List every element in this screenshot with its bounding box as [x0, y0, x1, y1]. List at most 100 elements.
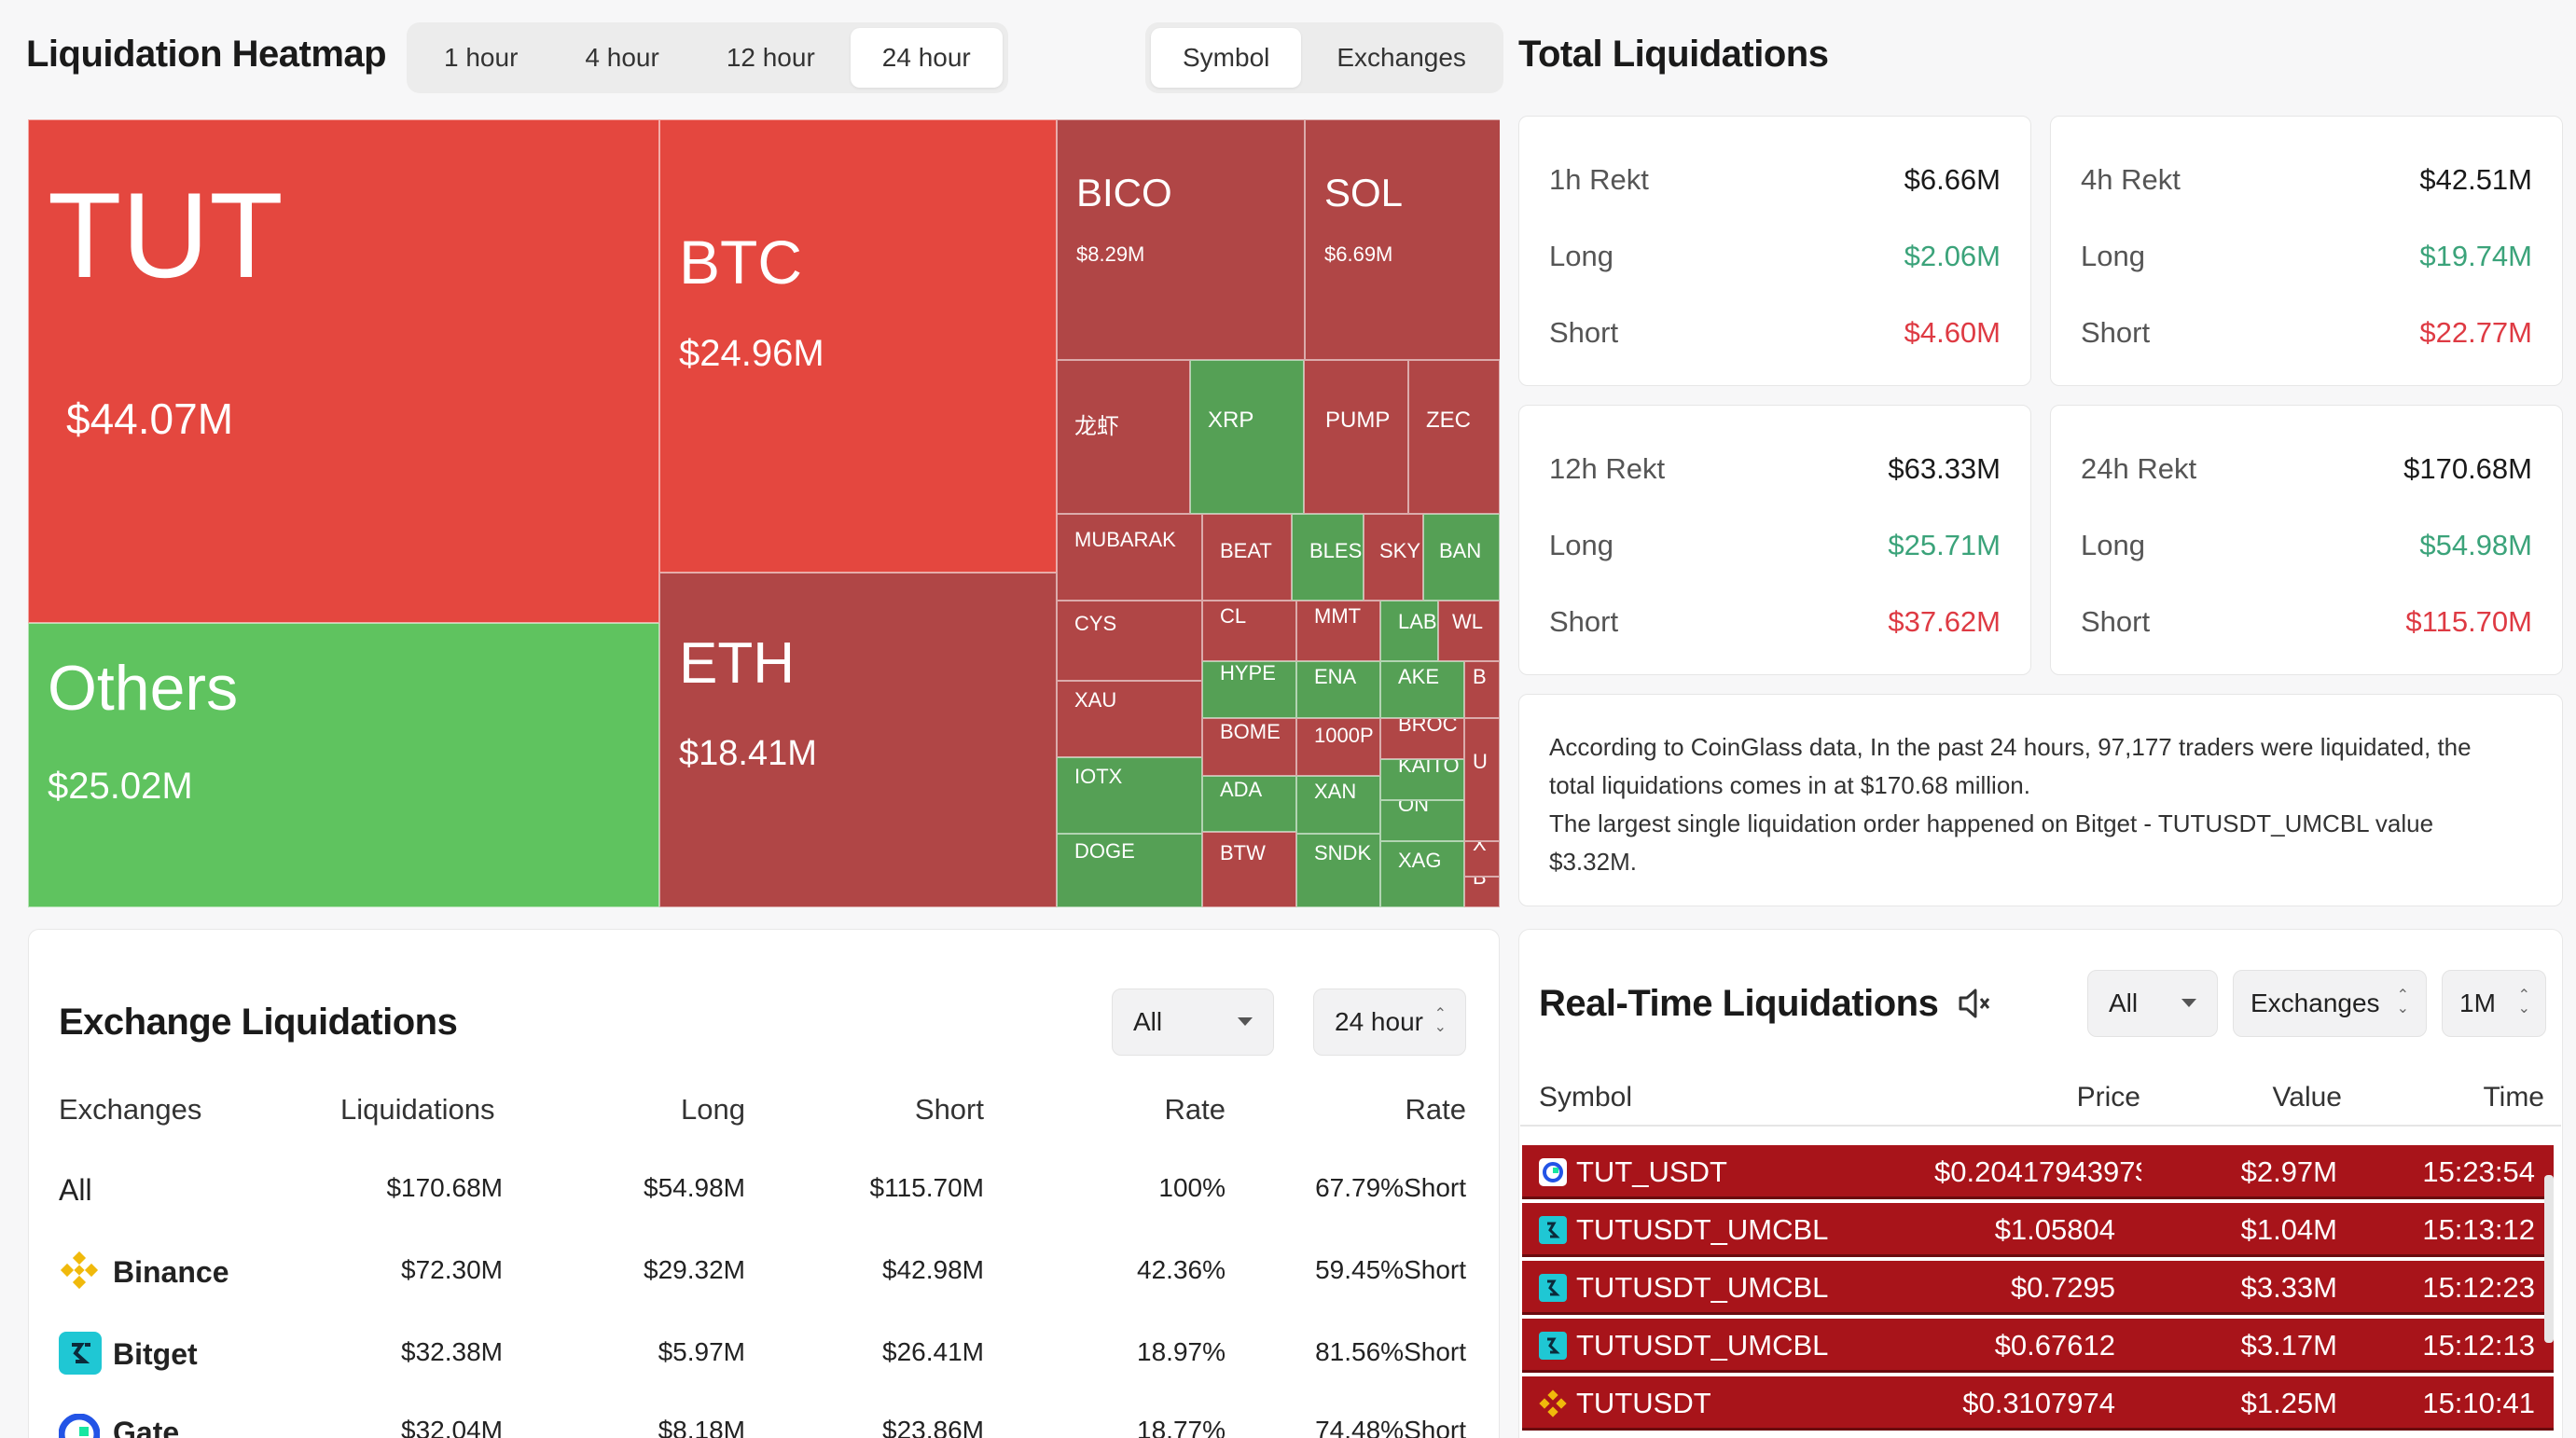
exchange-rate: 18.97% — [1137, 1337, 1226, 1366]
exchange-short-rate: 67.79%Short — [1315, 1173, 1466, 1202]
tile-symbol: ADA — [1220, 778, 1263, 802]
realtime-exchanges-select[interactable]: Exchanges ⌃ ⌄ — [2233, 970, 2427, 1037]
exchange-name[interactable]: Bitget — [113, 1337, 198, 1371]
treemap-tile[interactable]: HYPE — [1202, 661, 1296, 718]
treemap-tile[interactable]: 1000P — [1296, 718, 1380, 776]
treemap-tile[interactable]: ETH $18.41M — [659, 573, 1057, 907]
treemap-tile[interactable]: B — [1464, 661, 1500, 718]
treemap-tile[interactable]: DOGE — [1057, 834, 1202, 907]
tile-symbol: BEAT — [1220, 539, 1272, 563]
short-label: Short — [2081, 605, 2151, 638]
treemap-tile[interactable]: XAG — [1380, 841, 1464, 907]
treemap-tile[interactable]: KAITO — [1380, 759, 1464, 800]
tile-value: $24.96M — [679, 333, 824, 374]
treemap-tile[interactable]: CL — [1202, 601, 1296, 661]
treemap-tile[interactable]: 龙虾 — [1057, 360, 1190, 514]
exchange-long: $8.18M — [658, 1416, 745, 1438]
treemap-tile[interactable]: BAN — [1423, 514, 1500, 601]
tile-value: $44.07M — [66, 394, 234, 443]
treemap-tile[interactable]: XRP — [1190, 360, 1304, 514]
tile-symbol: MMT — [1314, 604, 1362, 629]
tile-symbol: AKE — [1398, 665, 1440, 689]
exchange-rate: 18.77% — [1137, 1416, 1226, 1438]
treemap-tile[interactable]: U — [1464, 718, 1500, 841]
tab-exchanges[interactable]: Exchanges — [1336, 43, 1466, 72]
treemap-tile[interactable]: WL — [1438, 601, 1500, 661]
treemap-tile[interactable]: ZEC — [1408, 360, 1500, 514]
treemap-tile[interactable]: ENA — [1296, 661, 1380, 718]
realtime-interval-select[interactable]: 1M ⌃ ⌄ — [2442, 970, 2546, 1037]
tab-symbol[interactable]: Symbol — [1151, 28, 1302, 88]
exchange-filter-select[interactable]: All — [1112, 989, 1274, 1056]
treemap-tile[interactable]: BTC $24.96M — [659, 119, 1057, 573]
realtime-row[interactable]: TUTUSDT $0.3107974 $1.25M 15:10:41 — [1522, 1376, 2554, 1431]
treemap-tile[interactable]: BLES — [1292, 514, 1364, 601]
exchange-long: $54.98M — [644, 1173, 745, 1202]
mute-icon[interactable] — [1957, 987, 1994, 1020]
rt-price: $0.7295 — [2010, 1271, 2115, 1304]
long-value: $2.06M — [1904, 240, 2001, 272]
rekt-total: $170.68M — [2403, 452, 2532, 485]
tile-symbol: XRP — [1208, 407, 1254, 433]
treemap-tile[interactable]: AKE — [1380, 661, 1464, 718]
long-label: Long — [2081, 240, 2145, 272]
treemap-tile[interactable]: ON — [1380, 800, 1464, 841]
treemap-tile[interactable]: X — [1464, 841, 1500, 877]
treemap-tile[interactable]: B — [1464, 877, 1500, 907]
treemap-tile[interactable]: SOL $6.69M — [1305, 119, 1500, 360]
realtime-row[interactable]: TUTUSDT_UMCBL $1.05804 $1.04M 15:13:12 — [1522, 1203, 2554, 1257]
tab-1-hour[interactable]: 1 hour — [444, 43, 519, 72]
treemap-tile[interactable]: SKY — [1364, 514, 1423, 601]
summary-line: $3.32M. — [1549, 848, 1637, 876]
tile-symbol: U — [1473, 750, 1488, 774]
exchange-name[interactable]: Binance — [113, 1255, 229, 1289]
exchange-name[interactable]: All — [59, 1173, 92, 1207]
treemap-tile[interactable]: ADA — [1202, 776, 1296, 832]
realtime-row[interactable]: TUT_USDT $0.2041794397$ $2.97M 15:23:54 — [1522, 1145, 2554, 1199]
treemap-tile[interactable]: BEAT — [1202, 514, 1292, 601]
realtime-row[interactable]: TUTUSDT_UMCBL $0.67612 $3.17M 15:12:13 — [1522, 1319, 2554, 1373]
treemap-tile[interactable]: XAN — [1296, 776, 1380, 834]
treemap-tile[interactable]: MUBARAK — [1057, 514, 1202, 601]
tab-24-hour[interactable]: 24 hour — [850, 28, 1003, 88]
realtime-filter-select[interactable]: All — [2087, 970, 2218, 1037]
tab-4-hour[interactable]: 4 hour — [585, 43, 659, 72]
bitget-icon — [1539, 1332, 1567, 1360]
rt-symbol: TUTUSDT_UMCBL — [1576, 1329, 1829, 1362]
tile-value: $8.29M — [1076, 242, 1145, 267]
treemap-tile[interactable]: SNDK — [1296, 834, 1380, 907]
treemap-tile[interactable]: TUT $44.07M — [28, 119, 659, 623]
realtime-scrollbar[interactable] — [2544, 1175, 2554, 1343]
binance-icon — [60, 1251, 99, 1290]
col-short: Short — [914, 1093, 984, 1126]
tile-symbol: HYPE — [1220, 661, 1276, 685]
treemap-tile[interactable]: PUMP — [1304, 360, 1408, 514]
exchange-long: $5.97M — [658, 1337, 745, 1366]
rekt-label: 24h Rekt — [2081, 452, 2197, 485]
treemap-tile[interactable]: BTW — [1202, 832, 1296, 907]
rekt-card-1h: 1h Rekt $6.66M Long $2.06M Short $4.60M — [1518, 116, 2031, 386]
treemap-tile[interactable]: XAU — [1057, 681, 1202, 757]
treemap-tile[interactable]: MMT — [1296, 601, 1380, 661]
rt-value: $3.17M — [2240, 1329, 2337, 1362]
rekt-label: 4h Rekt — [2081, 163, 2181, 196]
treemap-tile[interactable]: LAB — [1380, 601, 1438, 661]
rt-time: 15:23:54 — [2422, 1155, 2535, 1188]
binance-icon — [1539, 1390, 1567, 1417]
exchange-time-select[interactable]: 24 hour ⌃ ⌄ — [1313, 989, 1466, 1056]
treemap-tile[interactable]: CYS — [1057, 601, 1202, 681]
treemap-tile[interactable]: Others $25.02M — [28, 623, 659, 907]
realtime-row[interactable]: TUTUSDT_UMCBL $0.7295 $3.33M 15:12:23 — [1522, 1261, 2554, 1315]
treemap-tile[interactable]: BOME — [1202, 718, 1296, 776]
treemap-tile[interactable]: BROC — [1380, 718, 1464, 759]
tile-symbol: ZEC — [1426, 407, 1471, 433]
tab-12-hour[interactable]: 12 hour — [726, 43, 815, 72]
tile-symbol: IOTX — [1074, 765, 1123, 789]
treemap-tile[interactable]: BICO $8.29M — [1057, 119, 1305, 360]
tile-symbol: LAB — [1398, 610, 1437, 634]
treemap-tile[interactable]: IOTX — [1057, 757, 1202, 834]
tile-symbol: BROC — [1398, 718, 1458, 737]
rt-col-value: Value — [2272, 1082, 2342, 1113]
exchange-name[interactable]: Gate — [113, 1416, 180, 1438]
realtime-interval-value: 1M — [2459, 989, 2496, 1017]
